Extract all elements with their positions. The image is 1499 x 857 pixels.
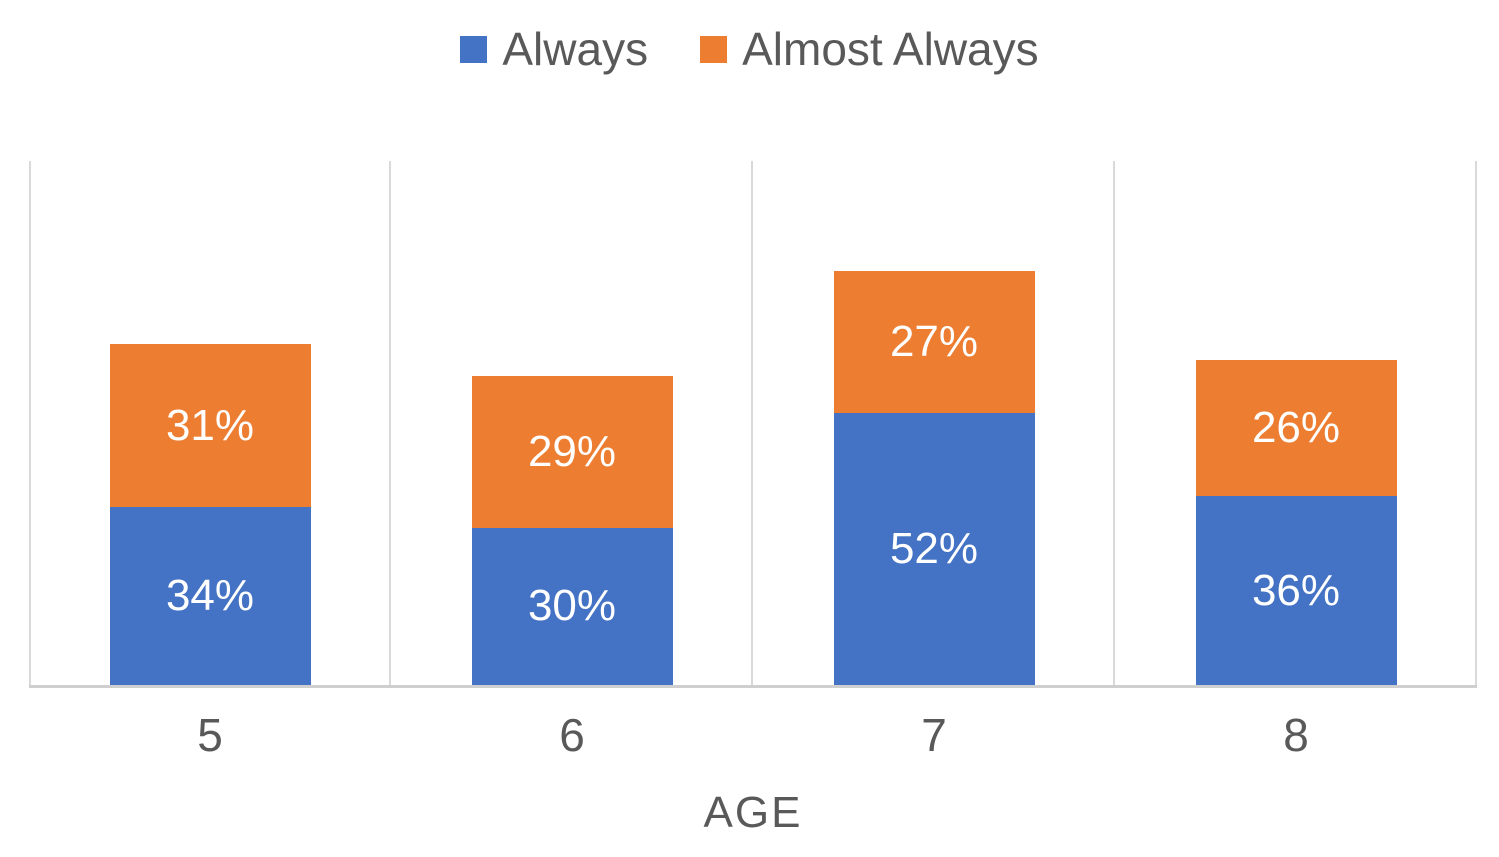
x-axis-tick-label: 8 [1283,709,1309,761]
category-slot: 31% 34% [29,161,391,685]
bar-segment-always: 34% [109,506,311,685]
x-axis-tick-labels: 5 6 7 8 [29,712,1477,758]
bar-group-age-7: 27% 52% [833,161,1035,685]
bar-segment-almost-always: 26% [1195,360,1397,497]
x-axis-tick-label: 5 [197,709,223,761]
bar-segment-almost-always: 27% [833,271,1035,413]
legend: Always Almost Always [0,26,1499,72]
vertical-gridline [751,161,753,685]
category-slot: 26% 36% [1115,161,1477,685]
bar-segment-label: 30% [527,581,617,631]
bar-segment-label: 29% [527,426,617,476]
x-axis-tick-label: 7 [921,709,947,761]
x-axis-tick-label: 6 [559,709,585,761]
legend-item-always: Always [460,26,648,72]
x-axis-title: AGE [703,788,803,837]
bar-segment-label: 27% [889,316,979,366]
bar-segment-always: 30% [471,527,673,685]
bar-segment-almost-always: 31% [109,344,311,507]
vertical-gridline [389,161,391,685]
bar-segment-label: 31% [165,400,255,450]
legend-label-almost-always: Almost Always [742,23,1039,75]
plot-area: 31% 34% 29% 30% 27% 52% 26% 36% [29,161,1477,688]
vertical-gridline [1113,161,1115,685]
bar-segment-label: 36% [1251,565,1341,615]
bar-group-age-8: 26% 36% [1195,161,1397,685]
legend-item-almost-always: Almost Always [700,26,1039,72]
bar-segment-always: 36% [1195,496,1397,685]
vertical-gridline [1475,161,1477,685]
legend-swatch-always-icon [460,35,488,63]
legend-label-always: Always [502,23,649,75]
category-slot: 27% 52% [753,161,1115,685]
bar-segment-always: 52% [833,412,1035,685]
bar-group-age-5: 31% 34% [109,161,311,685]
bar-segment-label: 26% [1251,403,1341,453]
bar-segment-almost-always: 29% [471,375,673,528]
vertical-gridline [29,161,31,685]
category-slot: 29% 30% [391,161,753,685]
bar-segment-label: 34% [165,570,255,620]
bar-group-age-6: 29% 30% [471,161,673,685]
legend-swatch-almost-always-icon [700,35,728,63]
bar-segment-label: 52% [889,523,979,573]
